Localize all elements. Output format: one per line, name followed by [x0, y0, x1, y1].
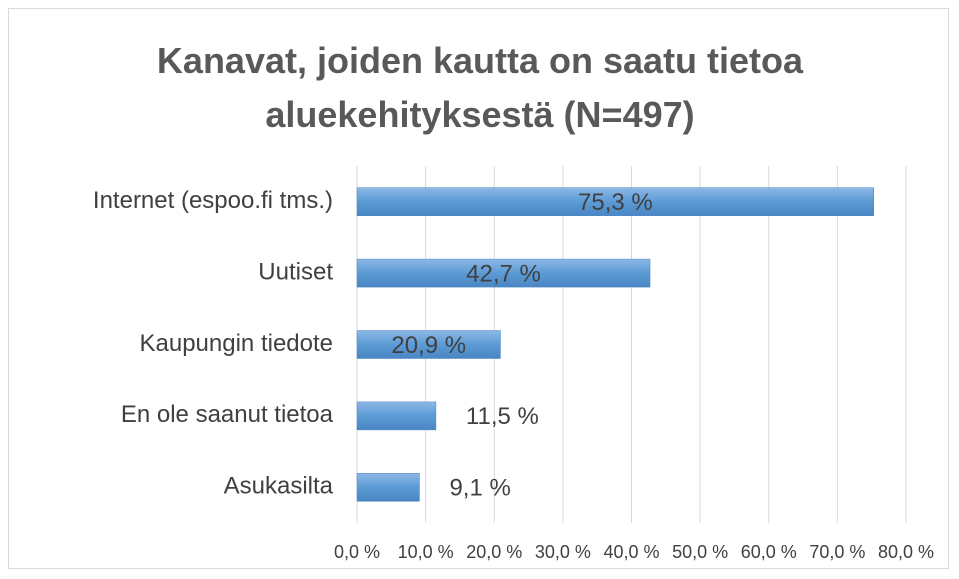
x-tick-label: 0,0 % — [334, 542, 380, 562]
y-tick-label: Kaupungin tiedote — [140, 330, 334, 357]
x-tick-label: 40,0 % — [603, 542, 659, 562]
bar — [356, 473, 420, 502]
bar — [356, 401, 437, 431]
x-tick-label: 60,0 % — [741, 542, 797, 562]
y-tick-label: En ole saanut tietoa — [121, 401, 334, 428]
data-label: 42,7 % — [466, 260, 541, 287]
bar — [356, 330, 501, 359]
x-tick-label: 70,0 % — [809, 542, 865, 562]
x-tick-label: 30,0 % — [535, 542, 591, 562]
bar — [356, 258, 651, 288]
y-tick-label: Asukasilta — [224, 473, 334, 500]
x-tick-label: 80,0 % — [878, 542, 934, 562]
data-label: 11,5 % — [466, 403, 539, 430]
chart-title: Kanavat, joiden kautta on saatu tietoa a… — [156, 40, 804, 135]
x-tick-label: 50,0 % — [672, 542, 728, 562]
y-tick-label: Uutiset — [258, 258, 333, 285]
chart-frame — [8, 8, 949, 569]
x-tick-label: 10,0 % — [398, 542, 454, 562]
y-tick-label: Internet (espoo.fi tms.) — [93, 187, 333, 214]
data-label: 9,1 % — [449, 475, 510, 502]
data-label: 20,9 % — [391, 332, 466, 359]
bar — [356, 187, 874, 216]
x-tick-label: 20,0 % — [466, 542, 522, 562]
data-label: 75,3 % — [578, 189, 653, 216]
